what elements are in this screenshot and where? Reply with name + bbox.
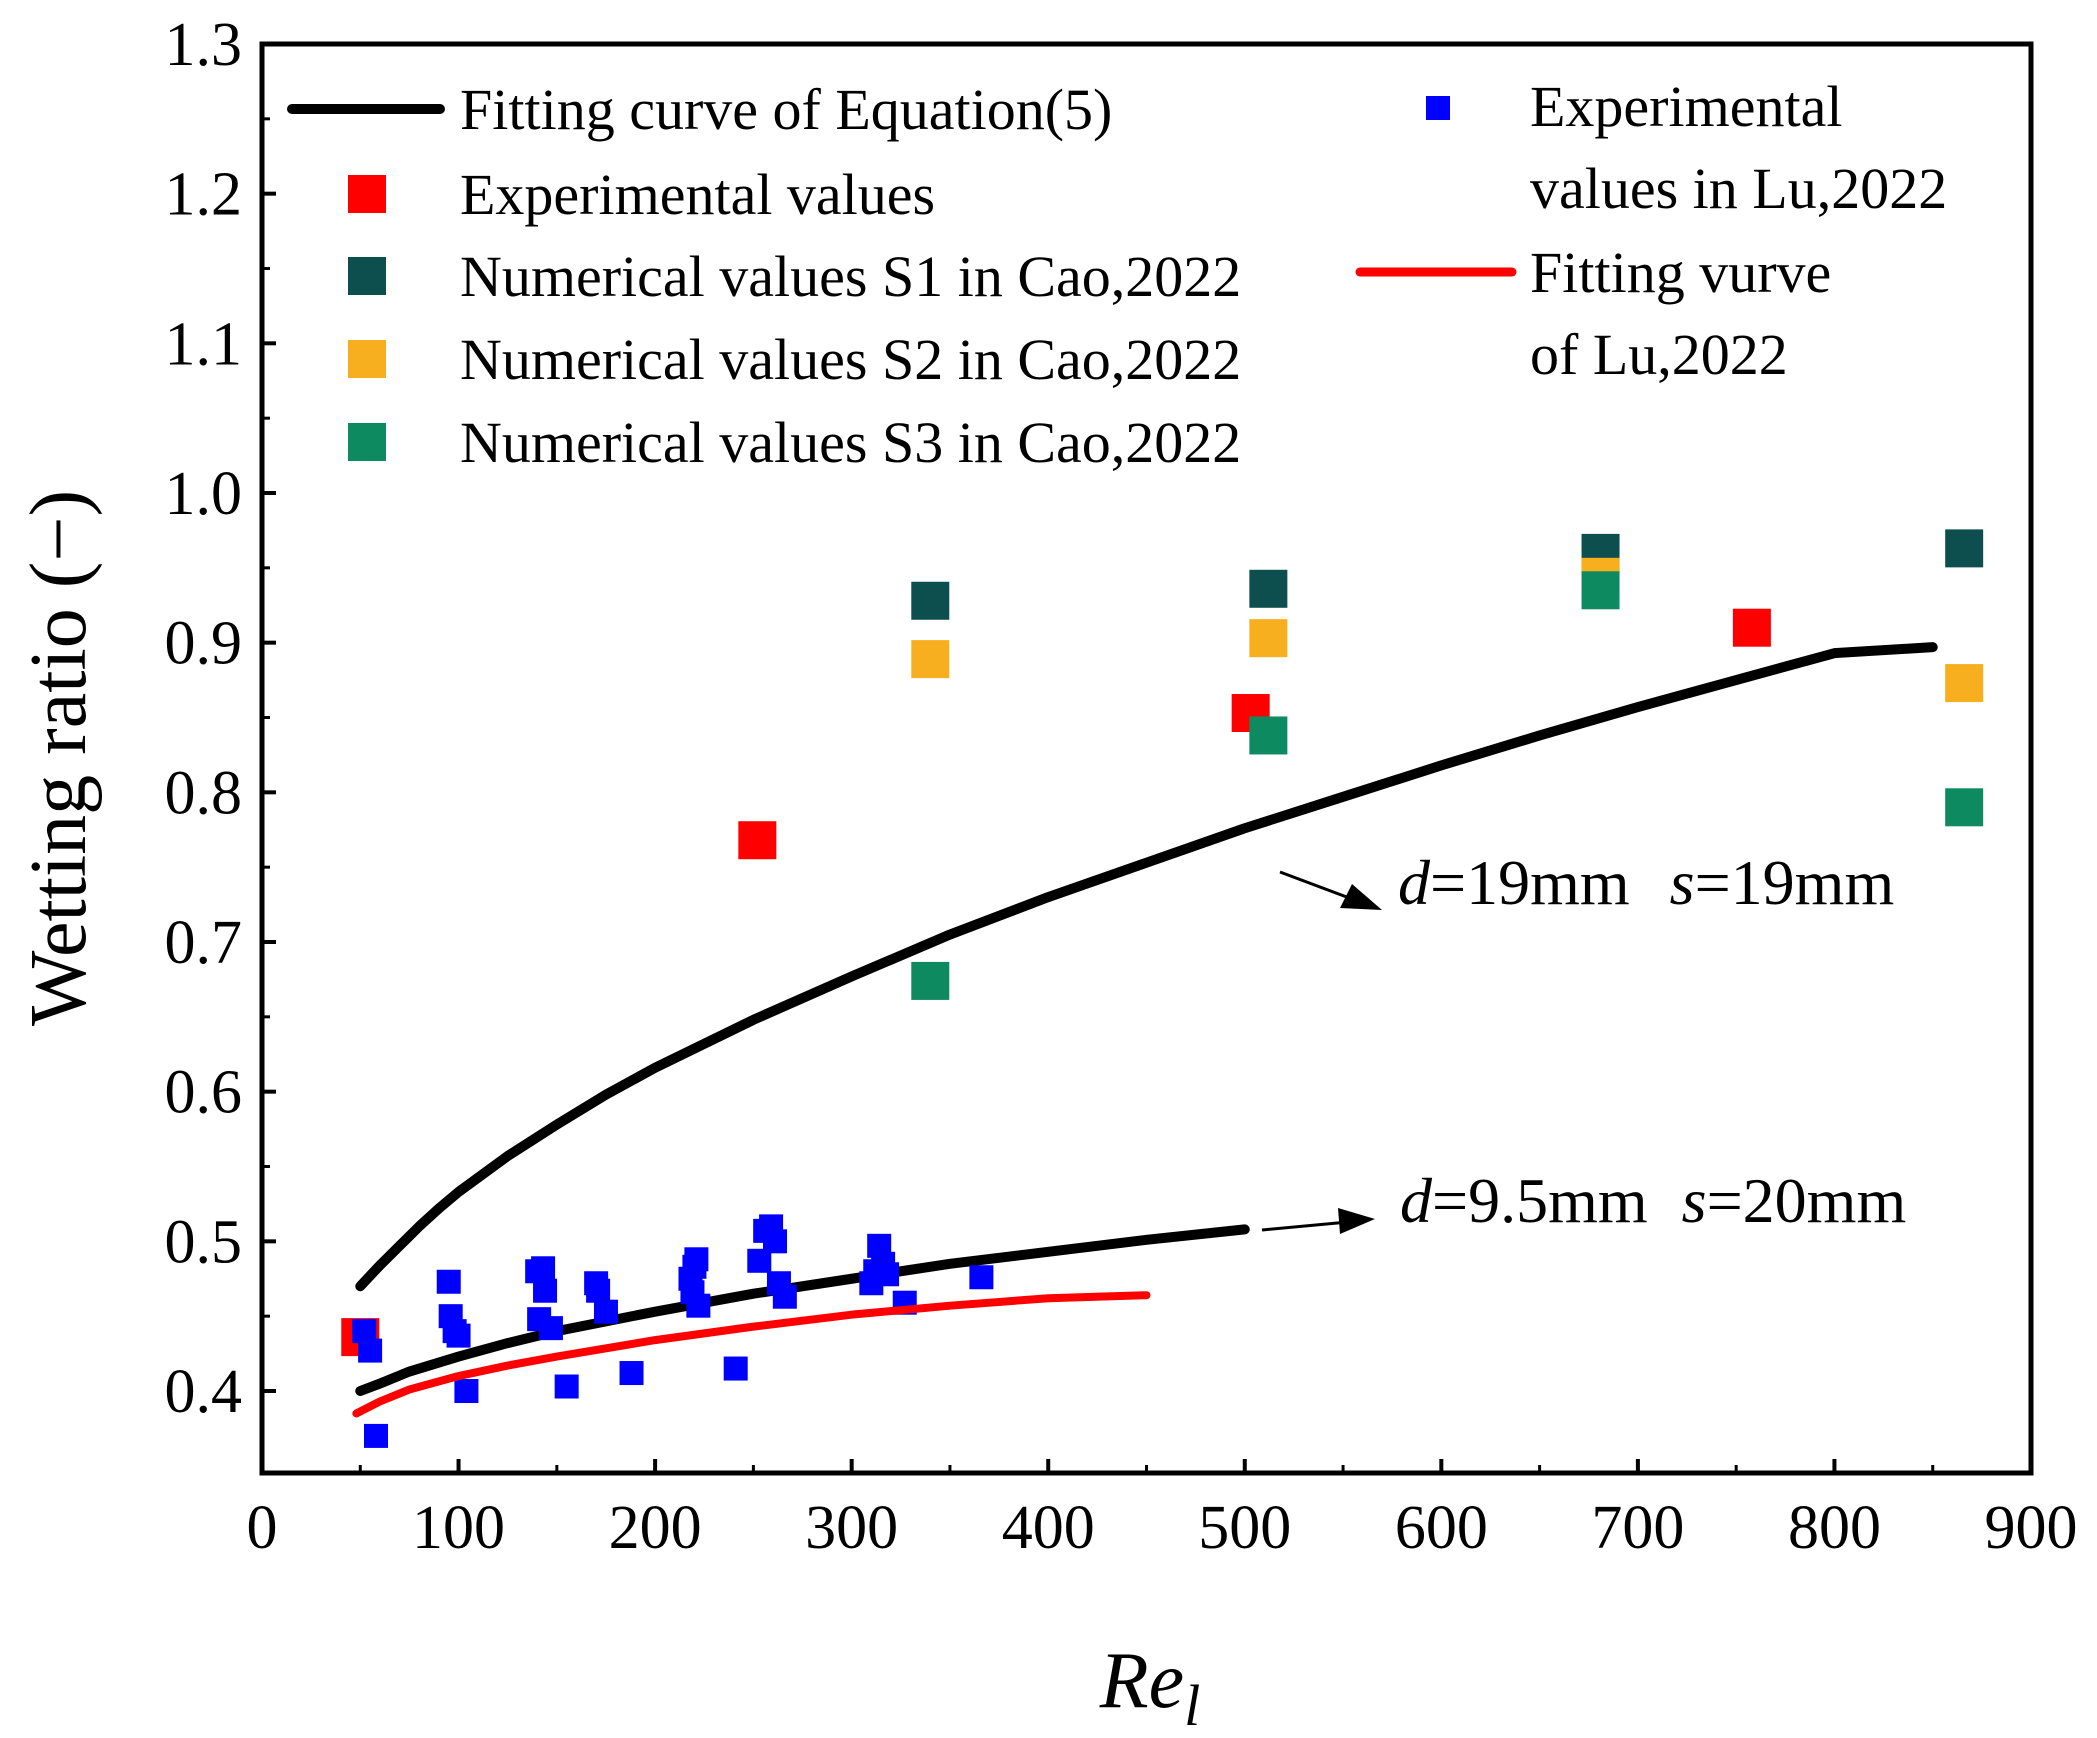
legend-label-lu-fit-line2: of Lu,2022 xyxy=(1530,322,1788,387)
x-tick-label-100: 100 xyxy=(412,1494,505,1562)
y-tick-label-7: 1.1 xyxy=(165,310,243,378)
legend-label-lu-experimental-line2: values in Lu,2022 xyxy=(1530,156,1947,221)
y-tick-label-3: 0.7 xyxy=(165,909,243,977)
series-6-point-13 xyxy=(555,1375,579,1399)
series-6-point-10 xyxy=(531,1256,555,1280)
x-tick-label-800: 800 xyxy=(1788,1494,1881,1562)
legend-swatch-s2 xyxy=(348,340,386,378)
x-tick-label-0: 0 xyxy=(247,1494,278,1562)
x-tick-label-500: 500 xyxy=(1198,1494,1291,1562)
annotation-9-5mm-s-value: =20mm xyxy=(1707,1165,1907,1236)
x-tick-label-600: 600 xyxy=(1395,1494,1488,1562)
y-tick-label-0: 0.4 xyxy=(165,1358,243,1426)
series-6-point-23 xyxy=(724,1357,748,1381)
y-tick-label-4: 0.8 xyxy=(165,759,243,827)
legend-label-lu-experimental-line1: Experimental xyxy=(1530,74,1842,139)
series-6-point-21 xyxy=(684,1247,708,1271)
series-6-point-34 xyxy=(875,1262,899,1286)
series-3-point-0 xyxy=(911,582,949,620)
x-axis-title-subscript: l xyxy=(1184,1673,1200,1738)
series-6-point-7 xyxy=(454,1379,478,1403)
annotation-9-5mm-d: d xyxy=(1400,1165,1433,1236)
annotation-19mm-d: d xyxy=(1398,847,1431,918)
series-4-point-1 xyxy=(1249,619,1287,657)
series-6-point-3 xyxy=(437,1270,461,1294)
series-5-point-1 xyxy=(1249,716,1287,754)
legend-label-experimental: Experimental values xyxy=(460,162,935,227)
legend-swatch-s3 xyxy=(348,423,386,461)
series-6-point-17 xyxy=(620,1361,644,1385)
x-tick-label-200: 200 xyxy=(609,1494,702,1562)
annotation-19mm-s-value: =19mm xyxy=(1695,847,1895,918)
series-2-point-1 xyxy=(738,821,776,859)
legend-label-s1: Numerical values S1 in Cao,2022 xyxy=(460,244,1241,309)
wetting-ratio-chart: 0 100 200 300 400 500 600 700 800 900 0.4 0.5 0.6 0.7… xyxy=(0,0,2097,1738)
y-tick-label-6: 1.0 xyxy=(165,460,243,528)
series-6-point-2 xyxy=(364,1424,388,1448)
legend-label-s2: Numerical values S2 in Cao,2022 xyxy=(460,327,1241,392)
series-6-point-22 xyxy=(686,1294,710,1318)
y-tick-label-1: 0.5 xyxy=(165,1208,243,1276)
annotation-9-5mm-s: s xyxy=(1682,1165,1707,1236)
legend-label-fit-eq5: Fitting curve of Equation(5) xyxy=(460,77,1112,142)
series-2-point-3 xyxy=(1733,609,1771,647)
series-6-point-15 xyxy=(586,1279,610,1303)
y-axis-title: Wetting ratio (−) xyxy=(15,490,103,1026)
y-tick-label-8: 1.2 xyxy=(165,161,243,229)
series-5-point-3 xyxy=(1945,788,1983,826)
series-6-point-6 xyxy=(447,1324,471,1348)
y-tick-label-5: 0.9 xyxy=(165,610,243,678)
series-3-point-3 xyxy=(1945,529,1983,567)
x-tick-label-700: 700 xyxy=(1591,1494,1684,1562)
series-6-point-16 xyxy=(594,1300,618,1324)
legend-label-s3: Numerical values S3 in Cao,2022 xyxy=(460,410,1241,475)
series-5-point-0 xyxy=(911,962,949,1000)
series-6-point-11 xyxy=(533,1279,557,1303)
series-4-point-0 xyxy=(911,640,949,678)
legend-swatch-s1 xyxy=(348,257,386,295)
y-tick-label-2: 0.6 xyxy=(165,1059,243,1127)
series-6-point-29 xyxy=(773,1285,797,1309)
legend-swatch-experimental xyxy=(348,175,386,213)
series-6-point-12 xyxy=(539,1316,563,1340)
legend-swatch-lu-experimental xyxy=(1426,96,1450,120)
x-tick-label-900: 900 xyxy=(1985,1494,2078,1562)
series-6-point-36 xyxy=(969,1265,993,1289)
annotation-19mm-s: s xyxy=(1670,847,1695,918)
series-6-point-27 xyxy=(763,1229,787,1253)
annotation-19mm-d-value: =19mm xyxy=(1430,847,1630,918)
annotation-9-5mm-d-value: =9.5mm xyxy=(1432,1165,1648,1236)
series-5-point-2 xyxy=(1582,571,1620,609)
series-6-point-1 xyxy=(358,1339,382,1363)
legend-label-lu-fit-line1: Fitting vurve xyxy=(1530,240,1831,305)
y-tick-label-9: 1.3 xyxy=(165,11,243,79)
series-4-point-3 xyxy=(1945,664,1983,702)
series-3-point-1 xyxy=(1249,570,1287,608)
x-axis-title-main: Re xyxy=(1099,1637,1184,1725)
x-tick-label-300: 300 xyxy=(805,1494,898,1562)
x-tick-label-400: 400 xyxy=(1002,1494,1095,1562)
